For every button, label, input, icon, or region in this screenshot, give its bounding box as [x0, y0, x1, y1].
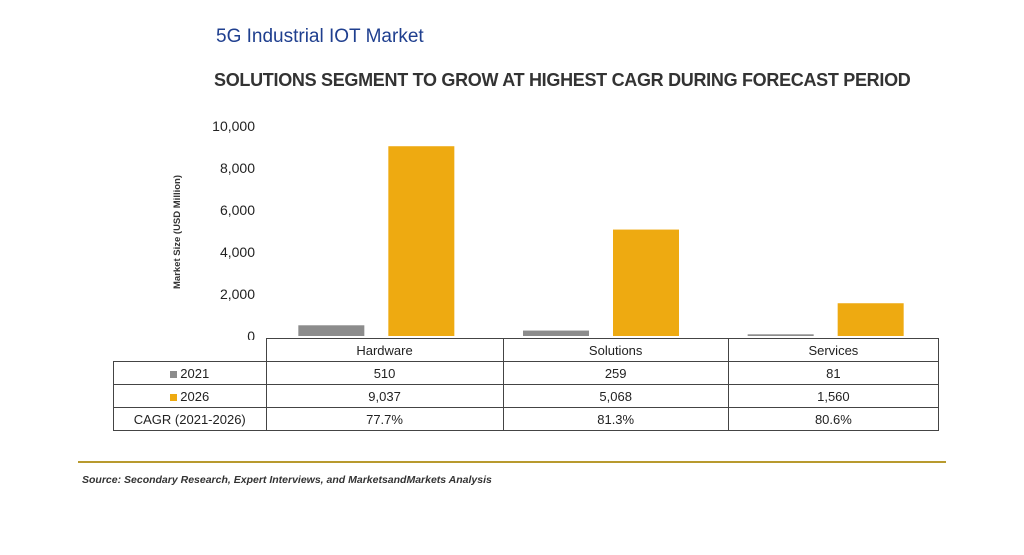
row-label-cagr: CAGR (2021-2026): [113, 407, 267, 431]
bar-solutions-2021: [523, 330, 589, 336]
table-cell: 510: [265, 361, 504, 385]
bars: [298, 146, 904, 336]
source-note: Source: Secondary Research, Expert Inter…: [82, 474, 492, 486]
bar-chart: Market Size (USD Million) 0 2,000 4,000 6,0…: [172, 118, 904, 340]
column-header-solutions: Solutions: [502, 338, 729, 362]
column-header-services: Services: [727, 338, 940, 362]
table-row: 2021 510 259 81: [113, 361, 940, 385]
table-cell: 259: [502, 361, 729, 385]
y-axis-ticks: 0 2,000 4,000 6,000 8,000 10,000: [212, 118, 255, 340]
chart-title: 5G Industrial IOT Market: [216, 26, 424, 47]
row-label-text: 2026: [180, 388, 210, 404]
table-cell: 5,068: [502, 384, 729, 408]
table-cell: 77.7%: [265, 407, 504, 431]
row-label-2021: 2021: [113, 361, 267, 385]
row-label-text: CAGR (2021-2026): [133, 411, 246, 427]
y-tick-label: 0: [247, 328, 255, 340]
chart-subtitle: SOLUTIONS SEGMENT TO GROW AT HIGHEST CAG…: [214, 70, 911, 90]
bar-solutions-2026: [613, 229, 679, 336]
bar-services-2026: [837, 303, 904, 336]
footer-divider: [78, 461, 946, 463]
bar-hardware-2026: [388, 146, 455, 336]
table-cell: 1,560: [727, 384, 940, 408]
y-axis-label: Market Size (USD Million): [172, 175, 183, 289]
table-cell: 81.3%: [502, 407, 729, 431]
row-label-text: 2021: [180, 365, 210, 381]
table-cell: 81: [727, 361, 940, 385]
bar-services-2021: [747, 334, 814, 336]
y-tick-label: 8,000: [220, 160, 255, 176]
table-row: 2026 9,037 5,068 1,560: [113, 384, 940, 408]
data-table: Hardware Solutions Services 2021 510 259…: [113, 338, 940, 431]
y-tick-label: 4,000: [220, 244, 255, 260]
table-corner: [113, 338, 267, 362]
column-header-hardware: Hardware: [265, 338, 504, 362]
table-cell: 9,037: [265, 384, 504, 408]
bar-hardware-2021: [298, 325, 365, 336]
table-header-row: Hardware Solutions Services: [113, 338, 940, 362]
y-tick-label: 10,000: [212, 118, 255, 134]
row-label-2026: 2026: [113, 384, 267, 408]
table-cell: 80.6%: [727, 407, 940, 431]
legend-swatch-2021: [170, 370, 178, 378]
legend-swatch-2026: [170, 393, 178, 401]
table-row: CAGR (2021-2026) 77.7% 81.3% 80.6%: [113, 407, 940, 431]
y-tick-label: 2,000: [220, 286, 255, 302]
y-tick-label: 6,000: [220, 202, 255, 218]
